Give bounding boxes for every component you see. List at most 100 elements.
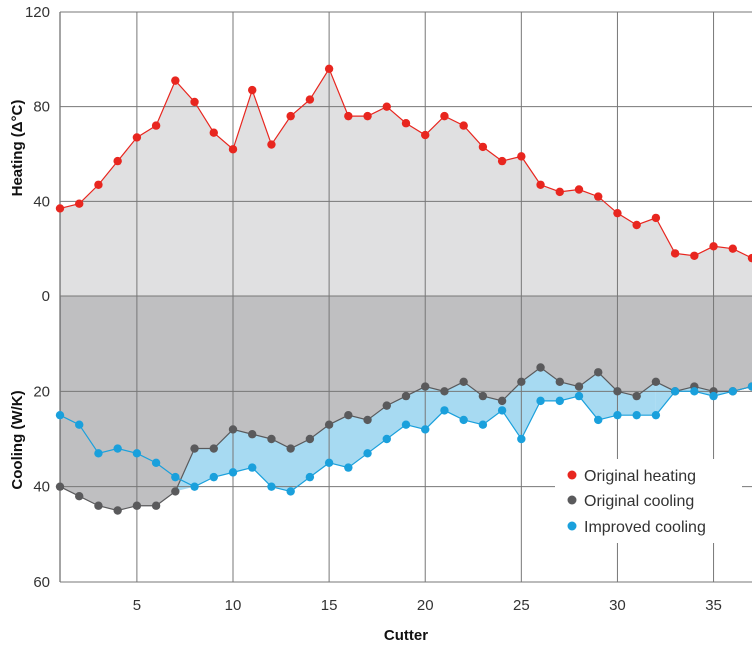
- x-tick-label: 20: [417, 597, 434, 614]
- data-point-original-cooling: [401, 391, 411, 401]
- data-point-original-heating: [709, 242, 718, 251]
- y-tick-label-heating: 0: [42, 288, 50, 305]
- data-point-improved-cooling: [690, 387, 699, 396]
- data-point-original-cooling: [478, 391, 488, 401]
- y-tick-label-heating: 40: [33, 193, 50, 210]
- gridlines: [59, 11, 752, 583]
- data-point-improved-cooling: [613, 410, 622, 420]
- legend-label-original-heating: Original heating: [584, 468, 696, 485]
- data-point-improved-cooling: [574, 391, 584, 401]
- y-tick-label-cooling: 60: [33, 574, 50, 591]
- y-tick-label-heating: 120: [25, 4, 50, 21]
- y-tick-label-heating: 80: [33, 99, 50, 116]
- data-point-original-cooling: [555, 377, 564, 386]
- data-point-original-cooling: [151, 501, 161, 510]
- data-point-original-heating: [651, 213, 661, 223]
- data-point-original-cooling: [613, 387, 622, 396]
- data-point-original-heating: [363, 111, 372, 121]
- data-point-original-heating: [421, 130, 430, 140]
- data-point-original-heating: [440, 111, 449, 121]
- data-point-improved-cooling: [209, 472, 218, 482]
- data-point-original-heating: [190, 97, 199, 107]
- data-point-original-cooling: [209, 444, 218, 453]
- data-point-original-heating: [209, 128, 218, 137]
- data-point-improved-cooling: [363, 449, 372, 458]
- data-point-original-heating: [55, 204, 65, 213]
- data-point-original-heating: [613, 208, 622, 218]
- data-point-improved-cooling: [497, 406, 507, 415]
- legend-marker-improved-cooling: [567, 521, 577, 531]
- data-point-original-heating: [632, 220, 641, 230]
- legend: Original heating Original cooling Improv…: [555, 459, 742, 543]
- data-point-original-heating: [248, 85, 257, 95]
- data-point-original-heating: [594, 192, 603, 201]
- legend-marker-original-heating: [567, 470, 577, 480]
- data-point-improved-cooling: [132, 449, 142, 458]
- y-axis-title-cooling: Cooling (W/K): [9, 390, 26, 489]
- legend-label-original-cooling: Original cooling: [584, 493, 694, 510]
- fill-areas: [60, 68, 752, 511]
- data-point-original-heating: [305, 95, 315, 104]
- data-point-improved-cooling: [171, 472, 180, 482]
- data-point-improved-cooling: [228, 468, 238, 477]
- y-axis-title-heating: Heating (Δ°C): [9, 100, 26, 197]
- data-point-original-heating: [690, 251, 699, 260]
- data-point-improved-cooling: [670, 387, 680, 396]
- data-point-original-heating: [228, 145, 238, 154]
- legend-marker-original-cooling: [567, 495, 577, 505]
- x-tick-label: 5: [133, 597, 141, 614]
- heating-area: [60, 68, 752, 296]
- data-point-original-cooling: [632, 391, 641, 401]
- data-point-original-cooling: [171, 487, 180, 496]
- data-point-original-cooling: [190, 444, 199, 453]
- y-tick-label-cooling: 40: [33, 479, 50, 496]
- data-point-improved-cooling: [267, 482, 276, 491]
- data-point-improved-cooling: [440, 406, 449, 415]
- data-point-original-heating: [344, 111, 353, 121]
- data-point-original-heating: [286, 111, 295, 121]
- data-point-improved-cooling: [632, 410, 641, 420]
- data-point-original-heating: [382, 102, 391, 111]
- data-point-original-cooling: [594, 368, 603, 377]
- data-point-improved-cooling: [536, 396, 545, 406]
- data-point-improved-cooling: [421, 425, 430, 434]
- data-point-improved-cooling: [401, 420, 411, 429]
- data-point-original-heating: [324, 64, 334, 74]
- data-point-original-cooling: [286, 444, 295, 453]
- legend-background: [555, 459, 742, 543]
- data-point-improved-cooling: [151, 458, 161, 468]
- x-tick-label: 35: [705, 597, 722, 614]
- data-point-improved-cooling: [517, 434, 526, 444]
- data-point-improved-cooling: [344, 463, 353, 472]
- data-point-original-cooling: [113, 506, 122, 515]
- data-point-improved-cooling: [651, 410, 661, 420]
- data-point-original-heating: [132, 133, 142, 142]
- data-point-original-cooling: [574, 382, 584, 391]
- data-point-improved-cooling: [382, 434, 391, 444]
- x-tick-label: 25: [513, 597, 530, 614]
- data-point-original-heating: [747, 253, 752, 263]
- data-point-improved-cooling: [594, 415, 603, 425]
- data-point-original-cooling: [517, 377, 526, 386]
- data-point-improved-cooling: [113, 444, 122, 453]
- tick-labels: 5 10 15 20 25 30 35 0 40 80 120 20 40 60: [25, 4, 722, 614]
- data-point-original-cooling: [248, 430, 257, 439]
- data-point-original-cooling: [651, 377, 661, 386]
- data-point-improved-cooling: [286, 487, 295, 496]
- data-point-original-cooling: [305, 434, 315, 444]
- data-point-improved-cooling: [709, 391, 718, 401]
- x-tick-label: 10: [225, 597, 242, 614]
- data-point-original-heating: [728, 244, 737, 253]
- data-point-original-cooling: [536, 363, 545, 372]
- data-point-original-heating: [497, 156, 507, 166]
- data-point-original-cooling: [228, 425, 238, 434]
- x-axis-title: Cutter: [384, 627, 428, 644]
- data-point-original-heating: [94, 180, 103, 189]
- data-point-original-cooling: [497, 396, 507, 406]
- data-point-original-heating: [151, 121, 161, 130]
- data-point-original-cooling: [94, 501, 103, 510]
- data-point-original-heating: [517, 152, 526, 161]
- data-point-original-heating: [75, 199, 84, 208]
- data-point-original-cooling: [132, 501, 142, 510]
